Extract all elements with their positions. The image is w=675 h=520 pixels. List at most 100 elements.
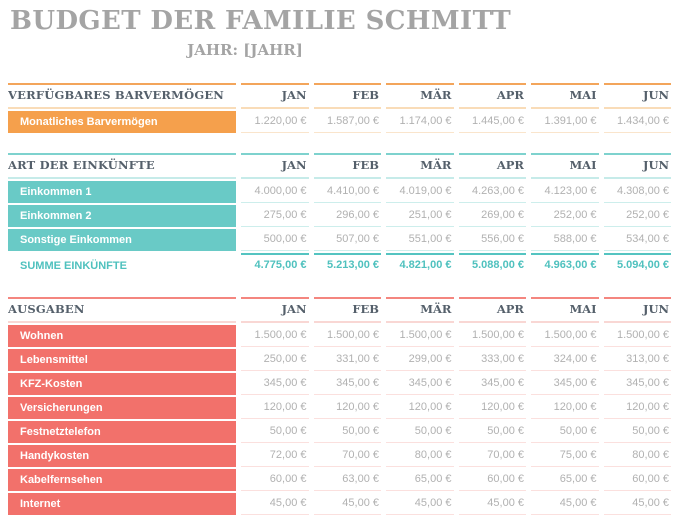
- month-header[interactable]: JUN: [603, 297, 671, 323]
- total-value-cell[interactable]: 4.775,00 €: [241, 253, 309, 276]
- value-cell[interactable]: 324,00 €: [531, 349, 599, 371]
- value-cell[interactable]: 345,00 €: [386, 373, 454, 395]
- month-header[interactable]: MAI: [531, 83, 599, 109]
- value-cell[interactable]: 120,00 €: [313, 397, 381, 419]
- value-cell[interactable]: 500,00 €: [241, 229, 309, 251]
- row-label[interactable]: Festnetztelefon: [8, 421, 236, 443]
- value-cell[interactable]: 60,00 €: [603, 469, 671, 491]
- value-cell[interactable]: 1.391,00 €: [531, 111, 599, 133]
- value-cell[interactable]: 60,00 €: [458, 469, 526, 491]
- row-label[interactable]: Internet: [8, 493, 236, 515]
- value-cell[interactable]: 1.500,00 €: [313, 325, 381, 347]
- value-cell[interactable]: 1.500,00 €: [386, 325, 454, 347]
- value-cell[interactable]: 50,00 €: [458, 421, 526, 443]
- value-cell[interactable]: 252,00 €: [531, 205, 599, 227]
- value-cell[interactable]: 1.174,00 €: [386, 111, 454, 133]
- value-cell[interactable]: 120,00 €: [603, 397, 671, 419]
- value-cell[interactable]: 60,00 €: [241, 469, 309, 491]
- value-cell[interactable]: 65,00 €: [531, 469, 599, 491]
- row-label[interactable]: Wohnen: [8, 325, 236, 347]
- page-title[interactable]: BUDGET DER FAMILIE SCHMITT: [10, 6, 512, 36]
- value-cell[interactable]: 1.445,00 €: [458, 111, 526, 133]
- value-cell[interactable]: 1.434,00 €: [603, 111, 671, 133]
- row-label[interactable]: Einkommen 1: [8, 181, 236, 203]
- value-cell[interactable]: 4.019,00 €: [386, 181, 454, 203]
- value-cell[interactable]: 250,00 €: [241, 349, 309, 371]
- value-cell[interactable]: 588,00 €: [531, 229, 599, 251]
- value-cell[interactable]: 50,00 €: [241, 421, 309, 443]
- value-cell[interactable]: 4.308,00 €: [603, 181, 671, 203]
- value-cell[interactable]: 45,00 €: [458, 493, 526, 515]
- month-header[interactable]: FEB: [313, 153, 381, 179]
- value-cell[interactable]: 70,00 €: [313, 445, 381, 467]
- month-header[interactable]: MÄR: [386, 153, 454, 179]
- row-label[interactable]: KFZ-Kosten: [8, 373, 236, 395]
- row-label[interactable]: Versicherungen: [8, 397, 236, 419]
- section-title[interactable]: AUSGABEN: [8, 297, 236, 323]
- month-header[interactable]: APR: [458, 83, 526, 109]
- value-cell[interactable]: 70,00 €: [458, 445, 526, 467]
- value-cell[interactable]: 120,00 €: [531, 397, 599, 419]
- value-cell[interactable]: 45,00 €: [603, 493, 671, 515]
- value-cell[interactable]: 556,00 €: [458, 229, 526, 251]
- value-cell[interactable]: 1.500,00 €: [458, 325, 526, 347]
- value-cell[interactable]: 296,00 €: [313, 205, 381, 227]
- month-header[interactable]: MAI: [531, 297, 599, 323]
- value-cell[interactable]: 75,00 €: [531, 445, 599, 467]
- month-header[interactable]: APR: [458, 153, 526, 179]
- value-cell[interactable]: 251,00 €: [386, 205, 454, 227]
- total-value-cell[interactable]: 5.094,00 €: [603, 253, 671, 276]
- value-cell[interactable]: 120,00 €: [458, 397, 526, 419]
- value-cell[interactable]: 80,00 €: [386, 445, 454, 467]
- value-cell[interactable]: 80,00 €: [603, 445, 671, 467]
- value-cell[interactable]: 551,00 €: [386, 229, 454, 251]
- row-label[interactable]: Kabelfernsehen: [8, 469, 236, 491]
- month-header[interactable]: FEB: [313, 83, 381, 109]
- row-label[interactable]: Lebensmittel: [8, 349, 236, 371]
- value-cell[interactable]: 4.123,00 €: [531, 181, 599, 203]
- month-header[interactable]: APR: [458, 297, 526, 323]
- total-value-cell[interactable]: 4.963,00 €: [531, 253, 599, 276]
- row-label[interactable]: Handykosten: [8, 445, 236, 467]
- value-cell[interactable]: 50,00 €: [313, 421, 381, 443]
- value-cell[interactable]: 45,00 €: [386, 493, 454, 515]
- total-row-label[interactable]: SUMME EINKÜNFTE: [20, 260, 127, 272]
- month-header[interactable]: JUN: [603, 83, 671, 109]
- value-cell[interactable]: 269,00 €: [458, 205, 526, 227]
- total-value-cell[interactable]: 4.821,00 €: [386, 253, 454, 276]
- value-cell[interactable]: 252,00 €: [603, 205, 671, 227]
- value-cell[interactable]: 1.500,00 €: [241, 325, 309, 347]
- value-cell[interactable]: 345,00 €: [458, 373, 526, 395]
- total-value-cell[interactable]: 5.088,00 €: [458, 253, 526, 276]
- value-cell[interactable]: 345,00 €: [603, 373, 671, 395]
- value-cell[interactable]: 534,00 €: [603, 229, 671, 251]
- month-header[interactable]: MAI: [531, 153, 599, 179]
- value-cell[interactable]: 120,00 €: [241, 397, 309, 419]
- value-cell[interactable]: 275,00 €: [241, 205, 309, 227]
- month-header[interactable]: MÄR: [386, 297, 454, 323]
- row-label[interactable]: Sonstige Einkommen: [8, 229, 236, 251]
- section-title[interactable]: VERFÜGBARES BARVERMÖGEN: [8, 83, 236, 109]
- value-cell[interactable]: 65,00 €: [386, 469, 454, 491]
- value-cell[interactable]: 1.220,00 €: [241, 111, 309, 133]
- value-cell[interactable]: 313,00 €: [603, 349, 671, 371]
- value-cell[interactable]: 507,00 €: [313, 229, 381, 251]
- value-cell[interactable]: 50,00 €: [386, 421, 454, 443]
- value-cell[interactable]: 331,00 €: [313, 349, 381, 371]
- page-subtitle[interactable]: JAHR: [JAHR]: [187, 41, 303, 59]
- month-header[interactable]: FEB: [313, 297, 381, 323]
- value-cell[interactable]: 345,00 €: [241, 373, 309, 395]
- value-cell[interactable]: 4.000,00 €: [241, 181, 309, 203]
- section-title[interactable]: ART DER EINKÜNFTE: [8, 153, 236, 179]
- value-cell[interactable]: 345,00 €: [531, 373, 599, 395]
- row-label[interactable]: Einkommen 2: [8, 205, 236, 227]
- value-cell[interactable]: 4.410,00 €: [313, 181, 381, 203]
- month-header[interactable]: JAN: [241, 297, 309, 323]
- value-cell[interactable]: 299,00 €: [386, 349, 454, 371]
- row-label[interactable]: Monatliches Barvermögen: [8, 111, 236, 133]
- value-cell[interactable]: 345,00 €: [313, 373, 381, 395]
- value-cell[interactable]: 333,00 €: [458, 349, 526, 371]
- value-cell[interactable]: 50,00 €: [531, 421, 599, 443]
- value-cell[interactable]: 50,00 €: [603, 421, 671, 443]
- month-header[interactable]: JAN: [241, 153, 309, 179]
